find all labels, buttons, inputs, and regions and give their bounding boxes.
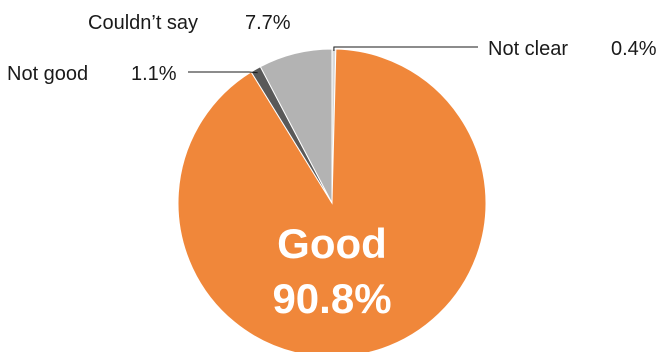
slice-value-good: 90.8%: [272, 275, 391, 322]
callout-value-not-clear: 0.4%: [611, 38, 657, 60]
callout-value-not-good: 1.1%: [131, 63, 177, 85]
callout-label-not-clear: Not clear: [488, 38, 568, 60]
slice-label-good: Good: [277, 220, 387, 267]
callout-value-couldnt-say: 7.7%: [245, 12, 291, 34]
callout-layer: [188, 46, 478, 74]
slices-layer: [177, 48, 487, 352]
callout-label-couldnt-say: Couldn’t say: [88, 12, 198, 34]
callout-label-not-good: Not good: [7, 63, 88, 85]
callout-line-not-good: [188, 71, 258, 74]
pie-slice-couldnt-say: [259, 48, 333, 204]
callout-line-not-clear: [333, 46, 478, 52]
